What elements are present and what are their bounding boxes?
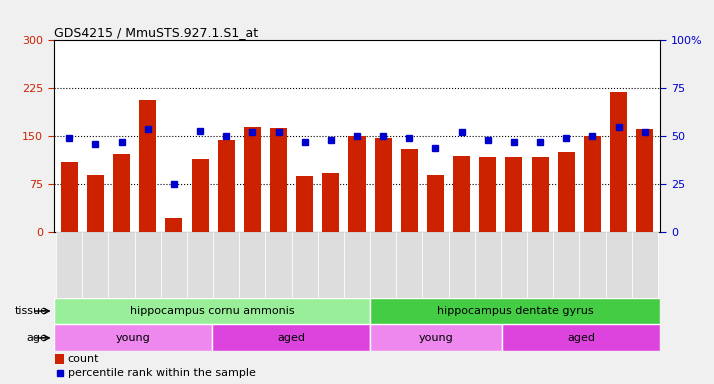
Bar [55, 354, 64, 364]
Bar [532, 157, 548, 232]
Bar [166, 218, 182, 232]
Bar [139, 100, 156, 232]
Bar [296, 176, 313, 232]
Bar [61, 162, 78, 232]
Bar [187, 232, 213, 298]
Bar [54, 298, 370, 324]
Bar [344, 232, 370, 298]
Text: hippocampus dentate gyrus: hippocampus dentate gyrus [437, 306, 593, 316]
Bar [527, 232, 553, 298]
Bar [427, 175, 444, 232]
Bar [475, 232, 501, 298]
Text: aged: aged [277, 333, 305, 343]
Bar [291, 232, 318, 298]
Text: tissue: tissue [14, 306, 47, 316]
Bar [322, 174, 339, 232]
Bar [375, 137, 392, 232]
Bar [109, 232, 135, 298]
Bar [191, 159, 208, 232]
Bar [448, 232, 475, 298]
Bar [218, 139, 235, 232]
Bar [610, 91, 627, 232]
Bar [370, 298, 660, 324]
Bar [348, 136, 366, 232]
Bar [54, 324, 212, 351]
Bar [266, 232, 291, 298]
Bar [584, 136, 601, 232]
Bar [135, 232, 161, 298]
Text: young: young [116, 333, 150, 343]
Bar [318, 232, 344, 298]
Bar [87, 175, 104, 232]
Text: age: age [26, 333, 47, 343]
Bar [244, 127, 261, 232]
Bar [56, 232, 82, 298]
Bar [396, 232, 423, 298]
Bar [161, 232, 187, 298]
Bar [270, 128, 287, 232]
Bar [479, 157, 496, 232]
Bar [370, 232, 396, 298]
Bar [82, 232, 109, 298]
Bar [632, 232, 658, 298]
Bar [506, 157, 523, 232]
Text: GDS4215 / MmuSTS.927.1.S1_at: GDS4215 / MmuSTS.927.1.S1_at [54, 26, 258, 39]
Text: percentile rank within the sample: percentile rank within the sample [68, 368, 256, 378]
Bar [213, 232, 239, 298]
Bar [558, 152, 575, 232]
Text: count: count [68, 354, 99, 364]
Text: aged: aged [568, 333, 595, 343]
Bar [579, 232, 605, 298]
Bar [605, 232, 632, 298]
Bar [370, 324, 502, 351]
Bar [401, 149, 418, 232]
Text: hippocampus cornu ammonis: hippocampus cornu ammonis [129, 306, 294, 316]
Bar [113, 154, 130, 232]
Bar [501, 232, 527, 298]
Bar [553, 232, 579, 298]
Bar [636, 129, 653, 232]
Bar [453, 156, 470, 232]
Bar [423, 232, 448, 298]
Text: young: young [419, 333, 453, 343]
Bar [502, 324, 660, 351]
Bar [239, 232, 266, 298]
Bar [212, 324, 370, 351]
